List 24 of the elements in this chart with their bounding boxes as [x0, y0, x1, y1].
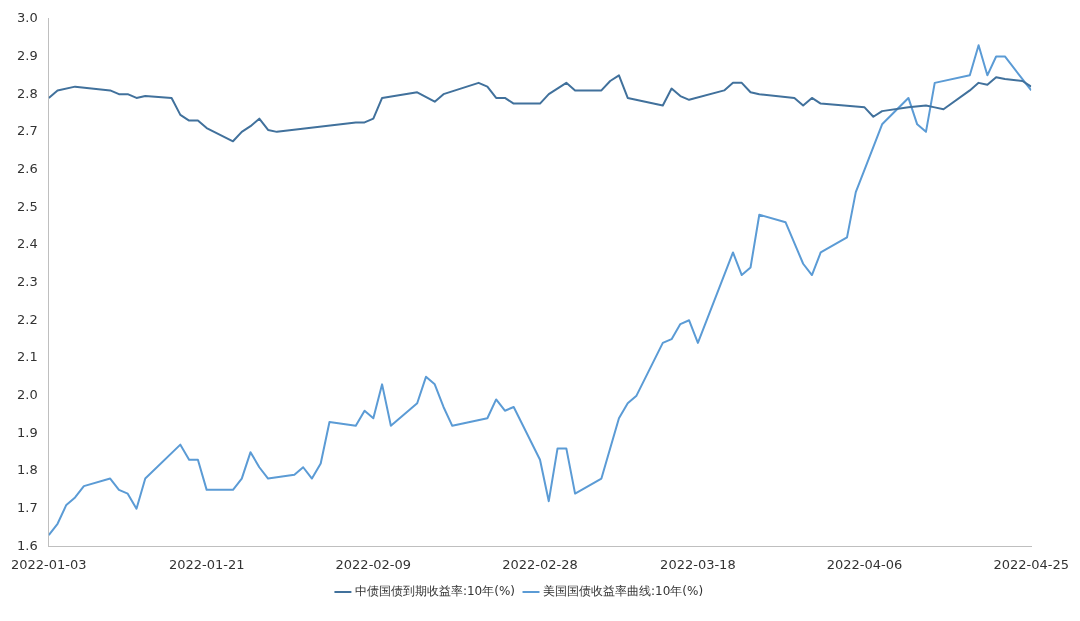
y-tick-label: 2.1	[17, 349, 38, 365]
x-tick-label: 2022-02-28	[502, 556, 578, 572]
legend-label: 中债国债到期收益率:10年(%)	[354, 584, 515, 599]
y-tick-label: 1.7	[17, 500, 38, 516]
y-tick-label: 1.9	[17, 424, 38, 440]
y-tick-label: 2.5	[17, 198, 38, 214]
x-tick-label: 2022-02-09	[335, 556, 412, 572]
legend-label: 美国国债收益率曲线:10年(%)	[543, 584, 704, 599]
y-tick-label: 2.9	[17, 47, 38, 63]
y-tick-label: 2.6	[17, 160, 38, 176]
x-tick-label: 2022-04-25	[993, 556, 1070, 572]
x-tick-label: 2022-01-03	[10, 556, 87, 572]
x-tick-label: 2022-04-06	[826, 556, 903, 572]
y-tick-label: 1.6	[17, 537, 38, 553]
y-tick-label: 2.8	[17, 85, 38, 101]
y-tick-label: 2.7	[17, 123, 38, 139]
y-tick-label: 2.2	[17, 311, 38, 327]
x-tick-label: 2022-01-21	[168, 556, 245, 572]
x-tick-label: 2022-03-18	[660, 556, 736, 572]
y-tick-label: 3.0	[17, 10, 38, 26]
y-tick-label: 2.4	[17, 236, 38, 252]
y-tick-label: 2.3	[17, 273, 38, 289]
y-tick-label: 2.0	[17, 387, 38, 403]
y-tick-label: 1.8	[17, 462, 38, 478]
